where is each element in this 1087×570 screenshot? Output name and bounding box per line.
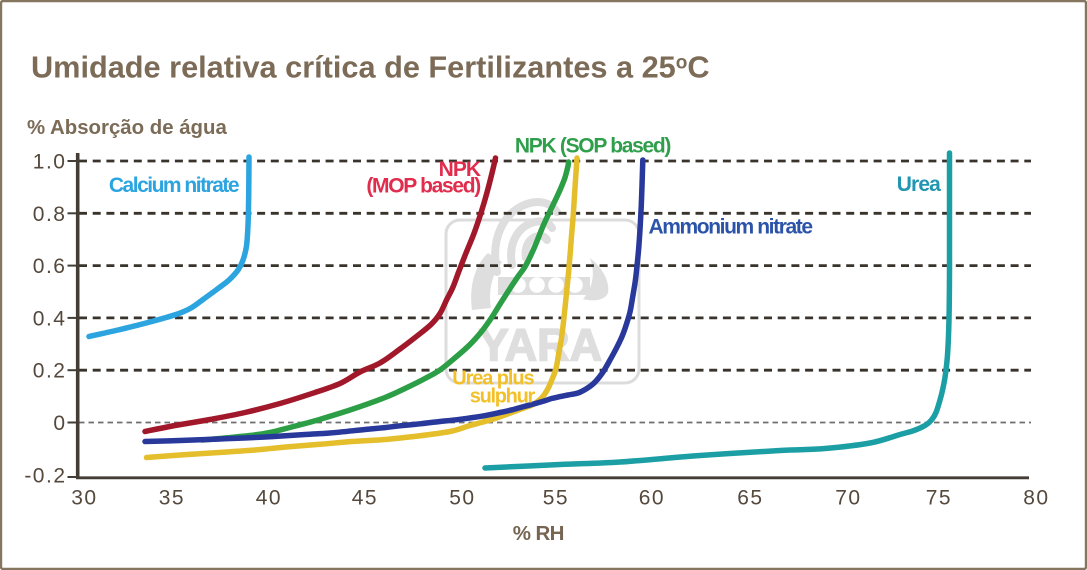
svg-text:30: 30: [71, 487, 97, 510]
svg-text:NPK: NPK: [439, 158, 481, 181]
svg-text:NPK (SOP based): NPK (SOP based): [515, 135, 670, 158]
svg-text:1.0: 1.0: [33, 151, 67, 174]
svg-text:0.8: 0.8: [33, 203, 67, 226]
svg-text:% Absorção de água: % Absorção de água: [27, 117, 227, 139]
svg-text:80: 80: [1023, 487, 1049, 510]
svg-text:75: 75: [926, 487, 952, 510]
svg-text:0.6: 0.6: [33, 255, 67, 278]
svg-text:35: 35: [159, 487, 185, 510]
svg-text:70: 70: [835, 487, 861, 510]
svg-text:Umidade relativa crítica de Fe: Umidade relativa crítica de Fertilizante…: [31, 50, 710, 85]
svg-text:(MOP based): (MOP based): [366, 175, 480, 198]
svg-text:Calcium nitrate: Calcium nitrate: [109, 174, 239, 197]
svg-text:Urea plus: Urea plus: [452, 368, 534, 390]
svg-text:-0.2: -0.2: [24, 464, 66, 487]
svg-text:40: 40: [256, 487, 282, 510]
svg-text:0.4: 0.4: [33, 307, 67, 330]
svg-text:% RH: % RH: [513, 522, 564, 545]
svg-text:55: 55: [543, 487, 569, 510]
svg-text:0.2: 0.2: [33, 360, 67, 383]
svg-text:50: 50: [449, 487, 475, 510]
svg-text:45: 45: [352, 487, 378, 510]
svg-text:Ammonium nitrate: Ammonium nitrate: [649, 216, 813, 239]
svg-text:Urea: Urea: [897, 173, 941, 196]
svg-text:sulphur: sulphur: [470, 386, 536, 408]
svg-text:YARA: YARA: [479, 319, 602, 370]
svg-text:0: 0: [53, 412, 66, 435]
svg-text:65: 65: [737, 487, 763, 510]
svg-text:60: 60: [639, 487, 665, 510]
